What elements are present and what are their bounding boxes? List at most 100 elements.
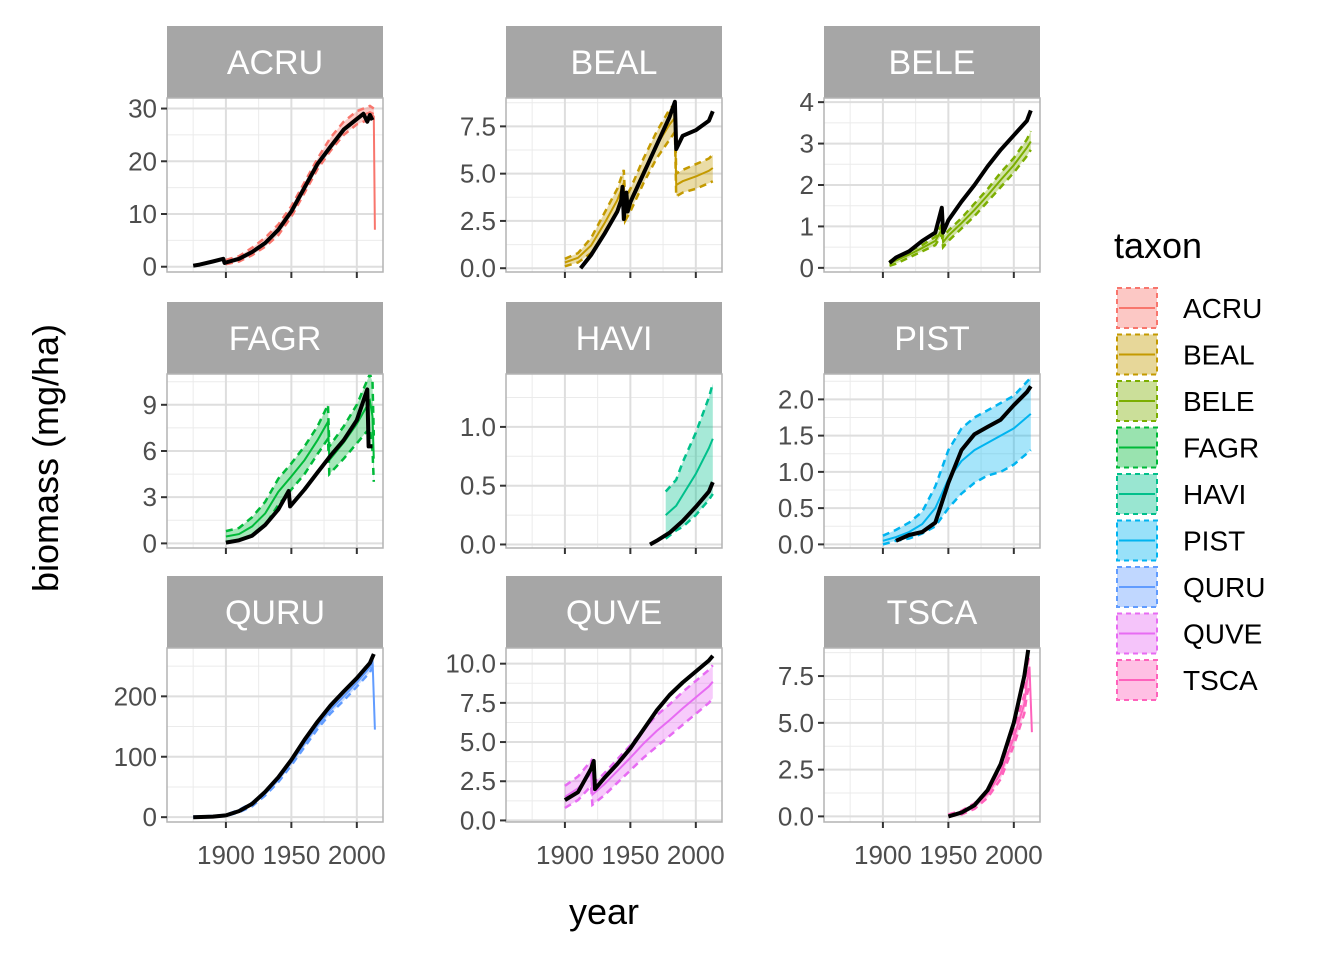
strip-bele [824, 26, 1040, 98]
strip-label: HAVI [576, 320, 653, 358]
legend-item-tsca: TSCA [1116, 659, 1258, 701]
panel-border [166, 647, 384, 823]
panel-border [823, 647, 1041, 823]
y-tick-label: 0.0 [460, 805, 496, 835]
legend-item-acru: ACRU [1116, 287, 1262, 329]
y-tick-label: 0 [143, 802, 157, 832]
panel-border [505, 97, 723, 273]
data-layer [882, 376, 1033, 546]
legend-item-havi: HAVI [1116, 473, 1246, 515]
panel-fagr: FAGR 0 3 6 9 [143, 302, 384, 558]
legend-item-bele: BELE [1116, 380, 1255, 422]
panel-bele: BELE 0 1 2 3 4 [800, 26, 1041, 283]
legend-label: FAGR [1183, 433, 1259, 464]
y-tick-label: 9 [143, 390, 157, 420]
y-tick-label: 0 [143, 528, 157, 558]
legend-item-beal: BEAL [1116, 333, 1255, 376]
observed-line [225, 387, 373, 545]
data-layer [888, 109, 1033, 267]
panel-background [167, 374, 383, 548]
panel-tsca: TSCA 0.0 2.5 5.0 7.5 1900 1950 2000 [778, 576, 1043, 870]
lower-bound-line [664, 493, 714, 540]
observed-line [193, 653, 376, 820]
y-tick-label: 2.0 [778, 384, 814, 414]
strip-acru [167, 26, 383, 98]
y-tick-label: 7.5 [460, 111, 496, 141]
mean-line [889, 140, 1032, 265]
panel-border [505, 373, 723, 549]
y-tick-label: 2.5 [460, 206, 496, 236]
y-tick-label: 7.5 [778, 661, 814, 691]
y-tick-label: 2 [800, 170, 814, 200]
y-axis-title: biomass (mg/ha) [25, 324, 66, 592]
y-tick-label: 0.5 [460, 471, 496, 501]
strip-quve [506, 576, 722, 648]
data-layer [947, 649, 1033, 819]
x-tick-label: 1900 [854, 840, 912, 870]
x-tick-label: 1900 [536, 840, 594, 870]
gridlines [167, 98, 383, 272]
data-layer [193, 653, 376, 820]
observed-line [563, 654, 715, 802]
x-tick-label: 1900 [197, 840, 255, 870]
y-tick-label: 2.5 [460, 766, 496, 796]
y-tick-label: 0.0 [460, 253, 496, 283]
y-tick-label: 10.0 [445, 649, 496, 679]
strip-label: QURU [225, 594, 325, 632]
strip-label: BEAL [571, 44, 658, 82]
panel-pist: PIST 0.0 0.5 1.0 1.5 2.0 [778, 302, 1041, 559]
gridlines [506, 648, 722, 822]
legend-title: taxon [1114, 225, 1202, 266]
panel-border [823, 373, 1041, 549]
panel-acru: ACRU 0 10 20 30 [128, 26, 384, 282]
data-layer [649, 383, 715, 547]
legend: taxon ACRU BEAL BELE FAGR HAVI PIST QURU QUVE TS… [1114, 225, 1265, 701]
y-tick-label: 10 [128, 199, 157, 229]
y-tick-label: 1 [800, 211, 814, 241]
lower-bound-line [948, 685, 1031, 818]
y-tick-label: 6 [143, 436, 157, 466]
strip-label: ACRU [227, 44, 323, 82]
legend-item-quve: QUVE [1116, 612, 1262, 655]
strip-quru [167, 576, 383, 648]
data-layer [563, 654, 715, 809]
lower-bound-line [225, 424, 376, 544]
mean-line [564, 681, 714, 798]
x-tick-label: 2000 [667, 840, 725, 870]
observed-line [895, 385, 1033, 543]
panel-background [824, 648, 1040, 822]
ribbon-acru [225, 105, 374, 265]
mean-line [225, 397, 375, 538]
x-tick-label: 1950 [601, 840, 659, 870]
legend-label: TSCA [1183, 665, 1258, 696]
x-tick-label: 2000 [328, 840, 386, 870]
strip-beal [506, 26, 722, 98]
y-tick-label: 0.0 [778, 801, 814, 831]
upper-bound-line [564, 100, 714, 260]
y-tick-label: 1.0 [778, 457, 814, 487]
y-tick-label: 2.5 [778, 755, 814, 785]
y-tick-label: 100 [114, 742, 157, 772]
legend-item-fagr: FAGR [1116, 426, 1259, 469]
observed-line [947, 649, 1031, 819]
x-tick-label: 1950 [262, 840, 320, 870]
observed-line [579, 99, 715, 270]
lower-bound-line [225, 117, 374, 266]
y-tick-label: 200 [114, 681, 157, 711]
upper-bound-line [882, 376, 1032, 537]
y-tick-label: 7.5 [460, 688, 496, 718]
panel-background [167, 648, 383, 822]
y-tick-label: 3 [800, 129, 814, 159]
y-tick-label: 0.0 [778, 529, 814, 559]
gridlines [506, 98, 722, 272]
legend-label: QURU [1183, 572, 1265, 603]
panel-quru: QURU 0 100 200 1900 1950 2000 [114, 576, 386, 870]
y-tick-label: 0 [143, 252, 157, 282]
strip-label: FAGR [229, 320, 322, 358]
observed-line [192, 111, 375, 268]
legend-label: QUVE [1183, 619, 1262, 650]
panel-border [166, 373, 384, 549]
gridlines [824, 374, 1040, 548]
panel-beal: BEAL 0.0 2.5 5.0 7.5 [460, 26, 723, 283]
